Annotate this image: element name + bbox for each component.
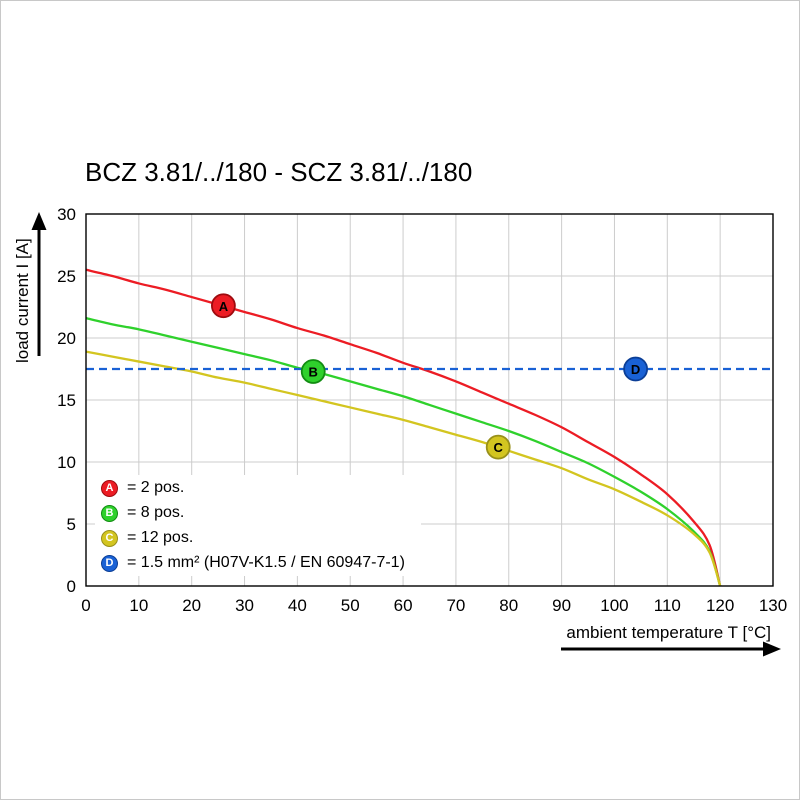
legend-dot-D: D bbox=[101, 554, 118, 572]
x-axis-arrow bbox=[561, 641, 781, 657]
x-tick-label-0: 0 bbox=[81, 596, 90, 615]
marker-letter-D: D bbox=[631, 362, 640, 377]
legend: A = 2 pos. B = 8 pos. C = 12 pos. D = 1.5 mm² (… bbox=[95, 475, 421, 576]
x-tick-label-10: 10 bbox=[129, 596, 148, 615]
grid bbox=[86, 214, 773, 586]
legend-label-A: = 2 pos. bbox=[127, 479, 185, 496]
legend-item-D: D = 1.5 mm² (H07V-K1.5 / EN 60947-7-1) bbox=[101, 554, 405, 572]
legend-item-C: C = 12 pos. bbox=[101, 529, 405, 547]
marker-letter-C: C bbox=[494, 440, 504, 455]
legend-label-D: = 1.5 mm² (H07V-K1.5 / EN 60947-7-1) bbox=[127, 554, 405, 571]
marker-C bbox=[485, 434, 511, 460]
y-tick-label-20: 20 bbox=[57, 329, 76, 348]
plot-frame bbox=[85, 213, 774, 587]
y-tick-label-5: 5 bbox=[67, 515, 76, 534]
x-tick-label-20: 20 bbox=[182, 596, 201, 615]
x-tick-label-100: 100 bbox=[600, 596, 628, 615]
legend-item-B: B = 8 pos. bbox=[101, 504, 405, 522]
y-tick-label-0: 0 bbox=[67, 577, 76, 596]
y-tick-label-10: 10 bbox=[57, 453, 76, 472]
x-tick-label-120: 120 bbox=[706, 596, 734, 615]
x-tick-label-70: 70 bbox=[446, 596, 465, 615]
legend-dot-C: C bbox=[101, 529, 118, 547]
y-tick-label-30: 30 bbox=[57, 205, 76, 224]
chart-title: BCZ 3.81/../180 - SCZ 3.81/../180 bbox=[85, 157, 473, 187]
y-tick-label-15: 15 bbox=[57, 391, 76, 410]
legend-item-A: A = 2 pos. bbox=[101, 479, 405, 497]
x-tick-label-60: 60 bbox=[394, 596, 413, 615]
curve-C bbox=[85, 350, 722, 587]
series-curves bbox=[85, 268, 773, 587]
x-tick-label-40: 40 bbox=[288, 596, 307, 615]
marker-D bbox=[623, 356, 648, 382]
x-tick-label-50: 50 bbox=[341, 596, 360, 615]
x-tick-label-80: 80 bbox=[499, 596, 518, 615]
legend-dot-B: B bbox=[101, 504, 118, 522]
tick-labels: 0 10 20 30 40 50 60 70 80 90 100 110 120 130 0 5 10 15 20 2… bbox=[57, 205, 787, 615]
plot-border bbox=[85, 213, 774, 587]
curve-markers: A B C D bbox=[210, 293, 648, 460]
x-tick-label-110: 110 bbox=[654, 596, 681, 615]
legend-label-C: = 12 pos. bbox=[127, 529, 194, 546]
x-tick-label-30: 30 bbox=[235, 596, 254, 615]
x-tick-label-130: 130 bbox=[759, 596, 787, 615]
y-axis-arrow bbox=[31, 212, 47, 356]
y-axis-label: load current I [A] bbox=[13, 238, 32, 363]
x-tick-label-90: 90 bbox=[552, 596, 571, 615]
y-tick-label-25: 25 bbox=[57, 267, 76, 286]
marker-letter-B: B bbox=[309, 364, 318, 379]
x-axis-label: ambient temperature T [°C] bbox=[566, 623, 771, 642]
legend-dot-A: A bbox=[101, 479, 118, 497]
marker-B bbox=[300, 359, 326, 384]
marker-letter-A: A bbox=[219, 299, 229, 314]
legend-label-B: = 8 pos. bbox=[127, 504, 185, 521]
curve-A bbox=[85, 268, 722, 587]
curve-B bbox=[85, 317, 722, 587]
marker-A bbox=[210, 293, 236, 319]
